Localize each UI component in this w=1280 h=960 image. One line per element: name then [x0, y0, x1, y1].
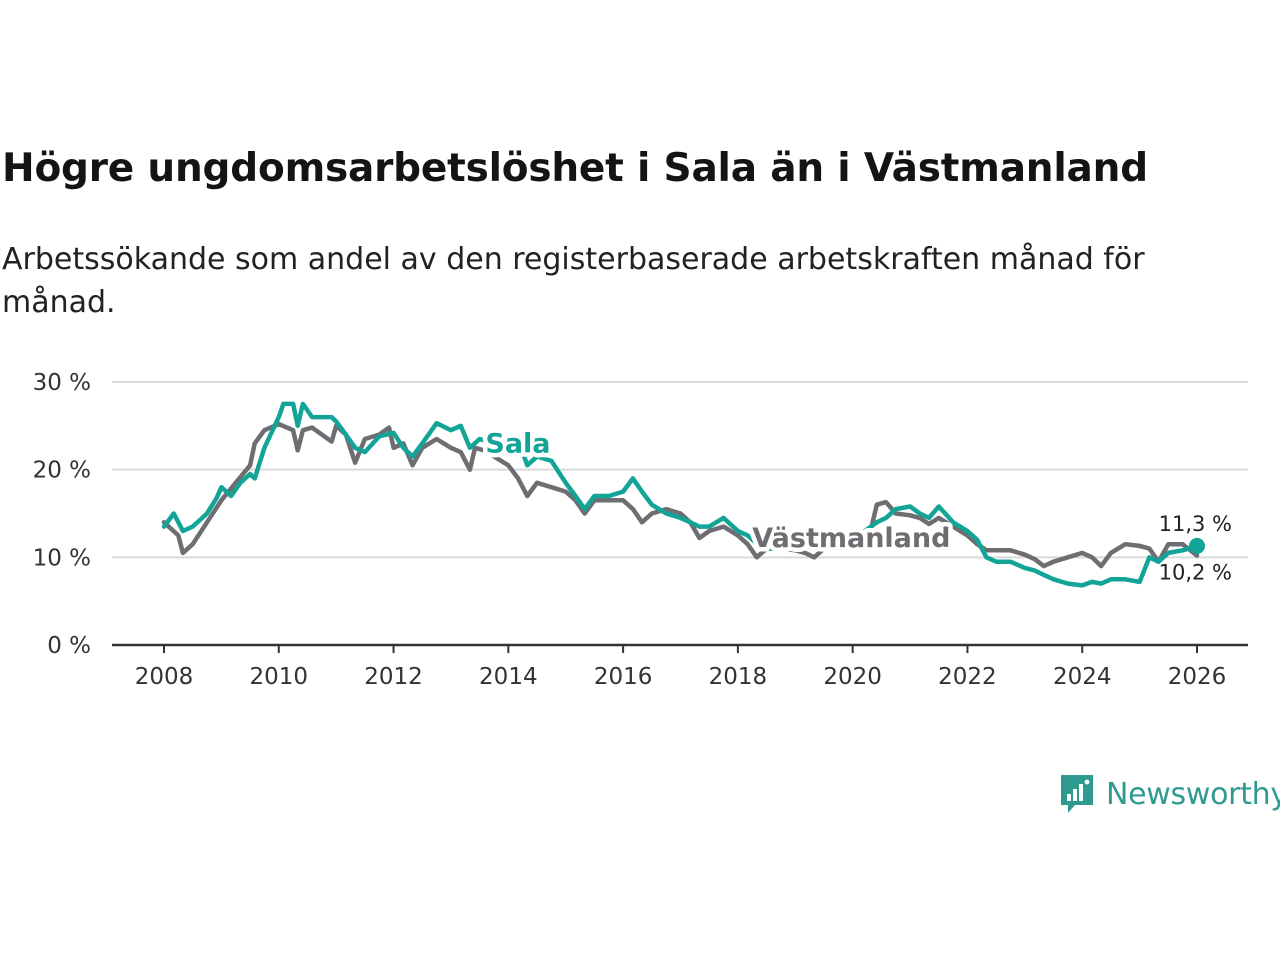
x-tick-label: 2010 [250, 664, 309, 690]
x-tick-label: 2016 [594, 664, 653, 690]
chart-title: Högre ungdomsarbetslöshet i Sala än i Vä… [2, 146, 1148, 191]
x-axis: 2008 2010 2012 2014 2016 2018 2020 2022 2024 2026 [112, 643, 1248, 690]
y-tick-label: 20 % [33, 458, 91, 484]
newsworthy-logo: Newsworthy [1058, 772, 1280, 816]
series-label-halo-sala: Sala [485, 428, 550, 459]
end-dot-sala [1189, 537, 1205, 554]
x-tick-label: 2020 [823, 664, 882, 690]
newsworthy-logo-icon [1061, 775, 1093, 813]
y-axis: 0 % 10 % 20 % 30 % [33, 370, 91, 659]
x-tick-label: 2008 [135, 664, 194, 690]
x-tick-label: 2024 [1053, 664, 1112, 690]
x-tick-label: 2022 [938, 664, 997, 690]
series-label-v-stmanland: Västmanland [752, 523, 950, 554]
gridlines [112, 381, 1248, 559]
series-line-sala [161, 401, 1200, 588]
x-tick-label: 2014 [479, 664, 538, 690]
series-line-v-stmanland [161, 421, 1200, 569]
chart-subtitle: Arbetssökande som andel av den registerb… [2, 242, 1145, 320]
x-tick-label: 2026 [1168, 664, 1227, 690]
series-lines [161, 401, 1200, 588]
series-label-halo-v-stmanland: Västmanland [752, 523, 950, 554]
end-label-sala: 11,3 % [1159, 512, 1232, 536]
y-tick-label: 0 % [47, 633, 91, 659]
x-tick-label: 2018 [709, 664, 768, 690]
end-label-vastmanland: 10,2 % [1159, 561, 1232, 585]
x-tick-label: 2012 [364, 664, 423, 690]
series-label-sala: Sala [485, 428, 550, 459]
line-chart: 0 % 10 % 20 % 30 % 2008 2010 2012 2014 2016 2018… [33, 370, 1248, 690]
y-tick-label: 10 % [33, 545, 91, 571]
brand-name: Newsworthy [1106, 776, 1280, 812]
y-tick-label: 30 % [33, 370, 91, 396]
